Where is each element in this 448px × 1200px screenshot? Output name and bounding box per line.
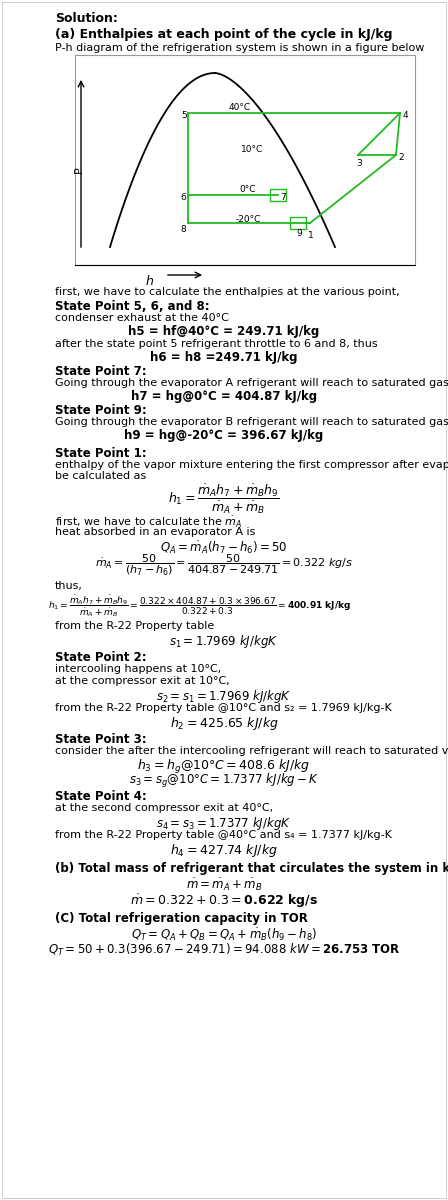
Text: 4: 4 <box>403 110 409 120</box>
Text: from the R-22 Property table: from the R-22 Property table <box>55 622 214 631</box>
Text: h9 = hg@-20°C = 396.67 kJ/kg: h9 = hg@-20°C = 396.67 kJ/kg <box>125 428 323 442</box>
Text: after the state point 5 refrigerant throttle to 6 and 8, thus: after the state point 5 refrigerant thro… <box>55 338 378 349</box>
Text: be calculated as: be calculated as <box>55 470 146 481</box>
Text: consider the after the intercooling refrigerant will reach to saturated vapour s: consider the after the intercooling refr… <box>55 746 448 756</box>
Text: enthalpy of the vapor mixture entering the first compressor after evaporation ca: enthalpy of the vapor mixture entering t… <box>55 460 448 470</box>
Text: (a) Enthalpies at each point of the cycle in kJ/kg: (a) Enthalpies at each point of the cycl… <box>55 28 392 41</box>
Text: first, we have to calculate the $\dot{m}_A$: first, we have to calculate the $\dot{m}… <box>55 515 242 530</box>
Text: State Point 4:: State Point 4: <box>55 790 147 803</box>
Text: h6 = h8 =249.71 kJ/kg: h6 = h8 =249.71 kJ/kg <box>150 350 298 364</box>
Text: $\dot{m} = 0.322 + 0.3 = \mathbf{0.622\ kg/s}$: $\dot{m} = 0.322 + 0.3 = \mathbf{0.622\ … <box>130 892 318 910</box>
Text: 1: 1 <box>308 230 314 240</box>
Text: $\dot{m}_A = \dfrac{50}{(h_7 - h_6)} = \dfrac{50}{404.87 - 249.71} = 0.322\ kg/s: $\dot{m}_A = \dfrac{50}{(h_7 - h_6)} = \… <box>95 553 353 578</box>
Text: at the second compressor exit at 40°C,: at the second compressor exit at 40°C, <box>55 803 273 814</box>
Text: $s_1 = 1.7969\ kJ/kgK$: $s_1 = 1.7969\ kJ/kgK$ <box>169 634 279 650</box>
Text: 10°C: 10°C <box>241 145 263 154</box>
Text: 5: 5 <box>181 110 187 120</box>
Text: condenser exhaust at the 40°C: condenser exhaust at the 40°C <box>55 313 229 323</box>
Text: heat absorbed in an evaporator A is: heat absorbed in an evaporator A is <box>55 527 255 538</box>
Text: State Point 3:: State Point 3: <box>55 733 146 746</box>
Text: 9: 9 <box>296 229 302 238</box>
Text: first, we have to calculate the enthalpies at the various point,: first, we have to calculate the enthalpi… <box>55 287 400 296</box>
Text: h5 = hf@40°C = 249.71 kJ/kg: h5 = hf@40°C = 249.71 kJ/kg <box>129 325 319 338</box>
Text: thus,: thus, <box>55 581 83 590</box>
Text: $h$: $h$ <box>145 274 154 288</box>
Text: State Point 1:: State Point 1: <box>55 446 146 460</box>
Text: $Q_A = \dot{m}_A(h_7 - h_6) = 50$: $Q_A = \dot{m}_A(h_7 - h_6) = 50$ <box>160 539 288 556</box>
Text: State Point 9:: State Point 9: <box>55 404 147 416</box>
Text: from the R-22 Property table @40°C and s₄ = 1.7377 kJ/kg-K: from the R-22 Property table @40°C and s… <box>55 830 392 840</box>
Text: 3: 3 <box>356 158 362 168</box>
Text: $Q_T = 50 + 0.3(396.67 - 249.71) = 94.088\ kW = \mathbf{26.753\ TOR}$: $Q_T = 50 + 0.3(396.67 - 249.71) = 94.08… <box>48 942 400 958</box>
Text: $h_2 = 425.65\ kJ/kg$: $h_2 = 425.65\ kJ/kg$ <box>170 715 278 732</box>
Text: $h_4 = 427.74\ kJ/kg$: $h_4 = 427.74\ kJ/kg$ <box>170 842 278 859</box>
Text: Going through the evaporator B refrigerant will reach to saturated gas state, th: Going through the evaporator B refrigera… <box>55 416 448 427</box>
Text: $h_1 = \dfrac{\dot{m}_A h_7 + \dot{m}_B h_9}{\dot{m}_A + \dot{m}_B} = \dfrac{0.3: $h_1 = \dfrac{\dot{m}_A h_7 + \dot{m}_B … <box>48 593 352 619</box>
Text: 6: 6 <box>180 193 186 202</box>
Text: Solution:: Solution: <box>55 12 118 25</box>
Text: 7: 7 <box>280 193 286 202</box>
Text: 40°C: 40°C <box>229 103 251 112</box>
Text: $Q_T = Q_A + Q_B = Q_A + \dot{m}_B(h_9 - h_8)$: $Q_T = Q_A + Q_B = Q_A + \dot{m}_B(h_9 -… <box>131 926 317 942</box>
Text: 2: 2 <box>398 152 404 162</box>
Text: from the R-22 Property table @10°C and s₂ = 1.7969 kJ/kg-K: from the R-22 Property table @10°C and s… <box>55 703 392 713</box>
Text: $s_4 = s_3 = 1.7377\ kJ/kgK$: $s_4 = s_3 = 1.7377\ kJ/kgK$ <box>156 815 292 832</box>
Text: Going through the evaporator A refrigerant will reach to saturated gas state, th: Going through the evaporator A refrigera… <box>55 378 448 388</box>
Text: P-h diagram of the refrigeration system is shown in a figure below: P-h diagram of the refrigeration system … <box>55 43 424 53</box>
Text: at the compressor exit at 10°C,: at the compressor exit at 10°C, <box>55 676 230 686</box>
Text: (b) Total mass of refrigerant that circulates the system in kg/s: (b) Total mass of refrigerant that circu… <box>55 862 448 875</box>
Text: intercooling happens at 10°C,: intercooling happens at 10°C, <box>55 664 221 674</box>
Text: -20°C: -20°C <box>235 215 261 224</box>
Text: 0°C: 0°C <box>240 185 256 194</box>
Text: (C) Total refrigeration capacity in TOR: (C) Total refrigeration capacity in TOR <box>55 912 308 925</box>
Text: P: P <box>74 167 84 173</box>
Text: $h_1 = \dfrac{\dot{m}_A h_7 + \dot{m}_B h_9}{\dot{m}_A + \dot{m}_B}$: $h_1 = \dfrac{\dot{m}_A h_7 + \dot{m}_B … <box>168 482 280 516</box>
Bar <box>290 217 306 229</box>
Text: h7 = hg@0°C = 404.87 kJ/kg: h7 = hg@0°C = 404.87 kJ/kg <box>131 390 317 403</box>
Text: 8: 8 <box>180 226 186 234</box>
Text: $h_3 = h_g\mathrm{@}10°C = 408.6\ kJ/kg$: $h_3 = h_g\mathrm{@}10°C = 408.6\ kJ/kg$ <box>137 758 311 776</box>
Text: $\dot{m} = \dot{m}_A + \dot{m}_B$: $\dot{m} = \dot{m}_A + \dot{m}_B$ <box>186 876 262 893</box>
Bar <box>75 55 415 265</box>
Text: $s_2 = s_1 = 1.7969\ kJ/kgK$: $s_2 = s_1 = 1.7969\ kJ/kgK$ <box>156 688 292 704</box>
Text: State Point 5, 6, and 8:: State Point 5, 6, and 8: <box>55 300 210 313</box>
Text: State Point 7:: State Point 7: <box>55 365 146 378</box>
Text: State Point 2:: State Point 2: <box>55 650 146 664</box>
Bar <box>270 188 286 200</box>
Text: $s_3 = s_g\mathrm{@}10°C = 1.7377\ kJ/kg - K$: $s_3 = s_g\mathrm{@}10°C = 1.7377\ kJ/kg… <box>129 772 319 790</box>
